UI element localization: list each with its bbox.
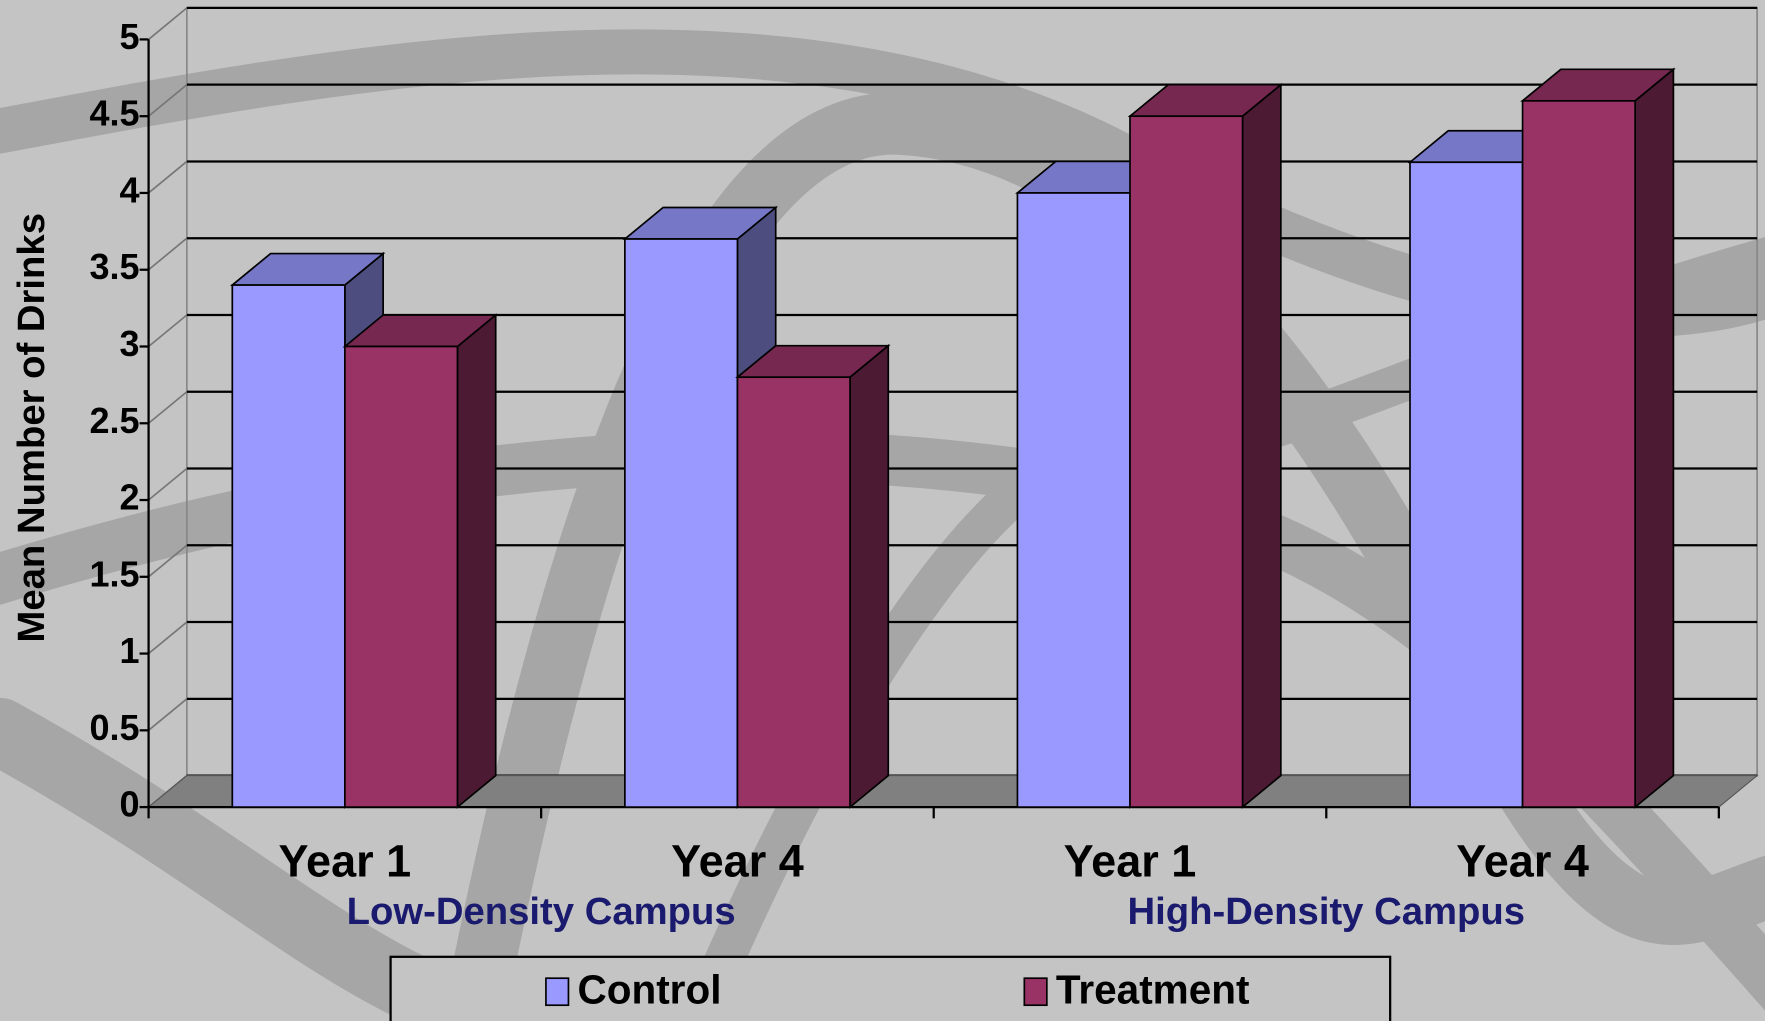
y-tick-label: 0 (120, 784, 140, 825)
grid-line (148, 160, 188, 194)
y-tick-label: 2.5 (90, 400, 140, 441)
grid-line (148, 7, 188, 41)
bar (1129, 115, 1244, 808)
bar-side (456, 313, 497, 809)
y-tick-label: 3 (120, 323, 140, 364)
legend-swatch (1023, 977, 1048, 1007)
bar (344, 345, 459, 808)
bar (1016, 192, 1131, 808)
grid-line (148, 391, 188, 424)
bar (736, 376, 851, 808)
legend-label: Control (577, 967, 721, 1013)
x-tick-label: Year 4 (671, 835, 804, 886)
y-tick-label: 5 (120, 16, 140, 57)
y-axis-title: Mean Number of Drinks (10, 213, 53, 643)
grid-line (148, 698, 188, 731)
y-tick-label: 1.5 (90, 553, 140, 594)
x-tick-label: Year 1 (1064, 835, 1197, 886)
bar (1409, 161, 1524, 808)
grid-line (148, 84, 188, 117)
grid-line (148, 621, 188, 655)
y-tick-label: 4 (120, 169, 140, 210)
x-tick-label: Year 4 (1456, 835, 1589, 886)
bar-side (849, 343, 890, 809)
legend-swatch (545, 977, 570, 1007)
y-tick-label: 0.5 (90, 707, 140, 748)
grid-line (148, 467, 188, 501)
y-tick-label: 1 (120, 630, 140, 671)
bar-side (1634, 67, 1675, 809)
x-tick-label: Year 1 (279, 835, 412, 886)
bar (1521, 99, 1636, 808)
group-label: High-Density Campus (1127, 890, 1525, 933)
bar (231, 284, 346, 808)
y-tick-label: 2 (120, 477, 140, 518)
grid-line (148, 314, 188, 348)
bar-side (1241, 82, 1282, 809)
grid-line (148, 544, 188, 578)
legend-label: Treatment (1056, 967, 1250, 1013)
group-label: Low-Density Campus (347, 890, 736, 933)
bar (624, 238, 739, 808)
y-tick-label: 4.5 (90, 93, 140, 134)
grid-line (148, 237, 188, 271)
y-tick-label: 3.5 (90, 246, 140, 287)
